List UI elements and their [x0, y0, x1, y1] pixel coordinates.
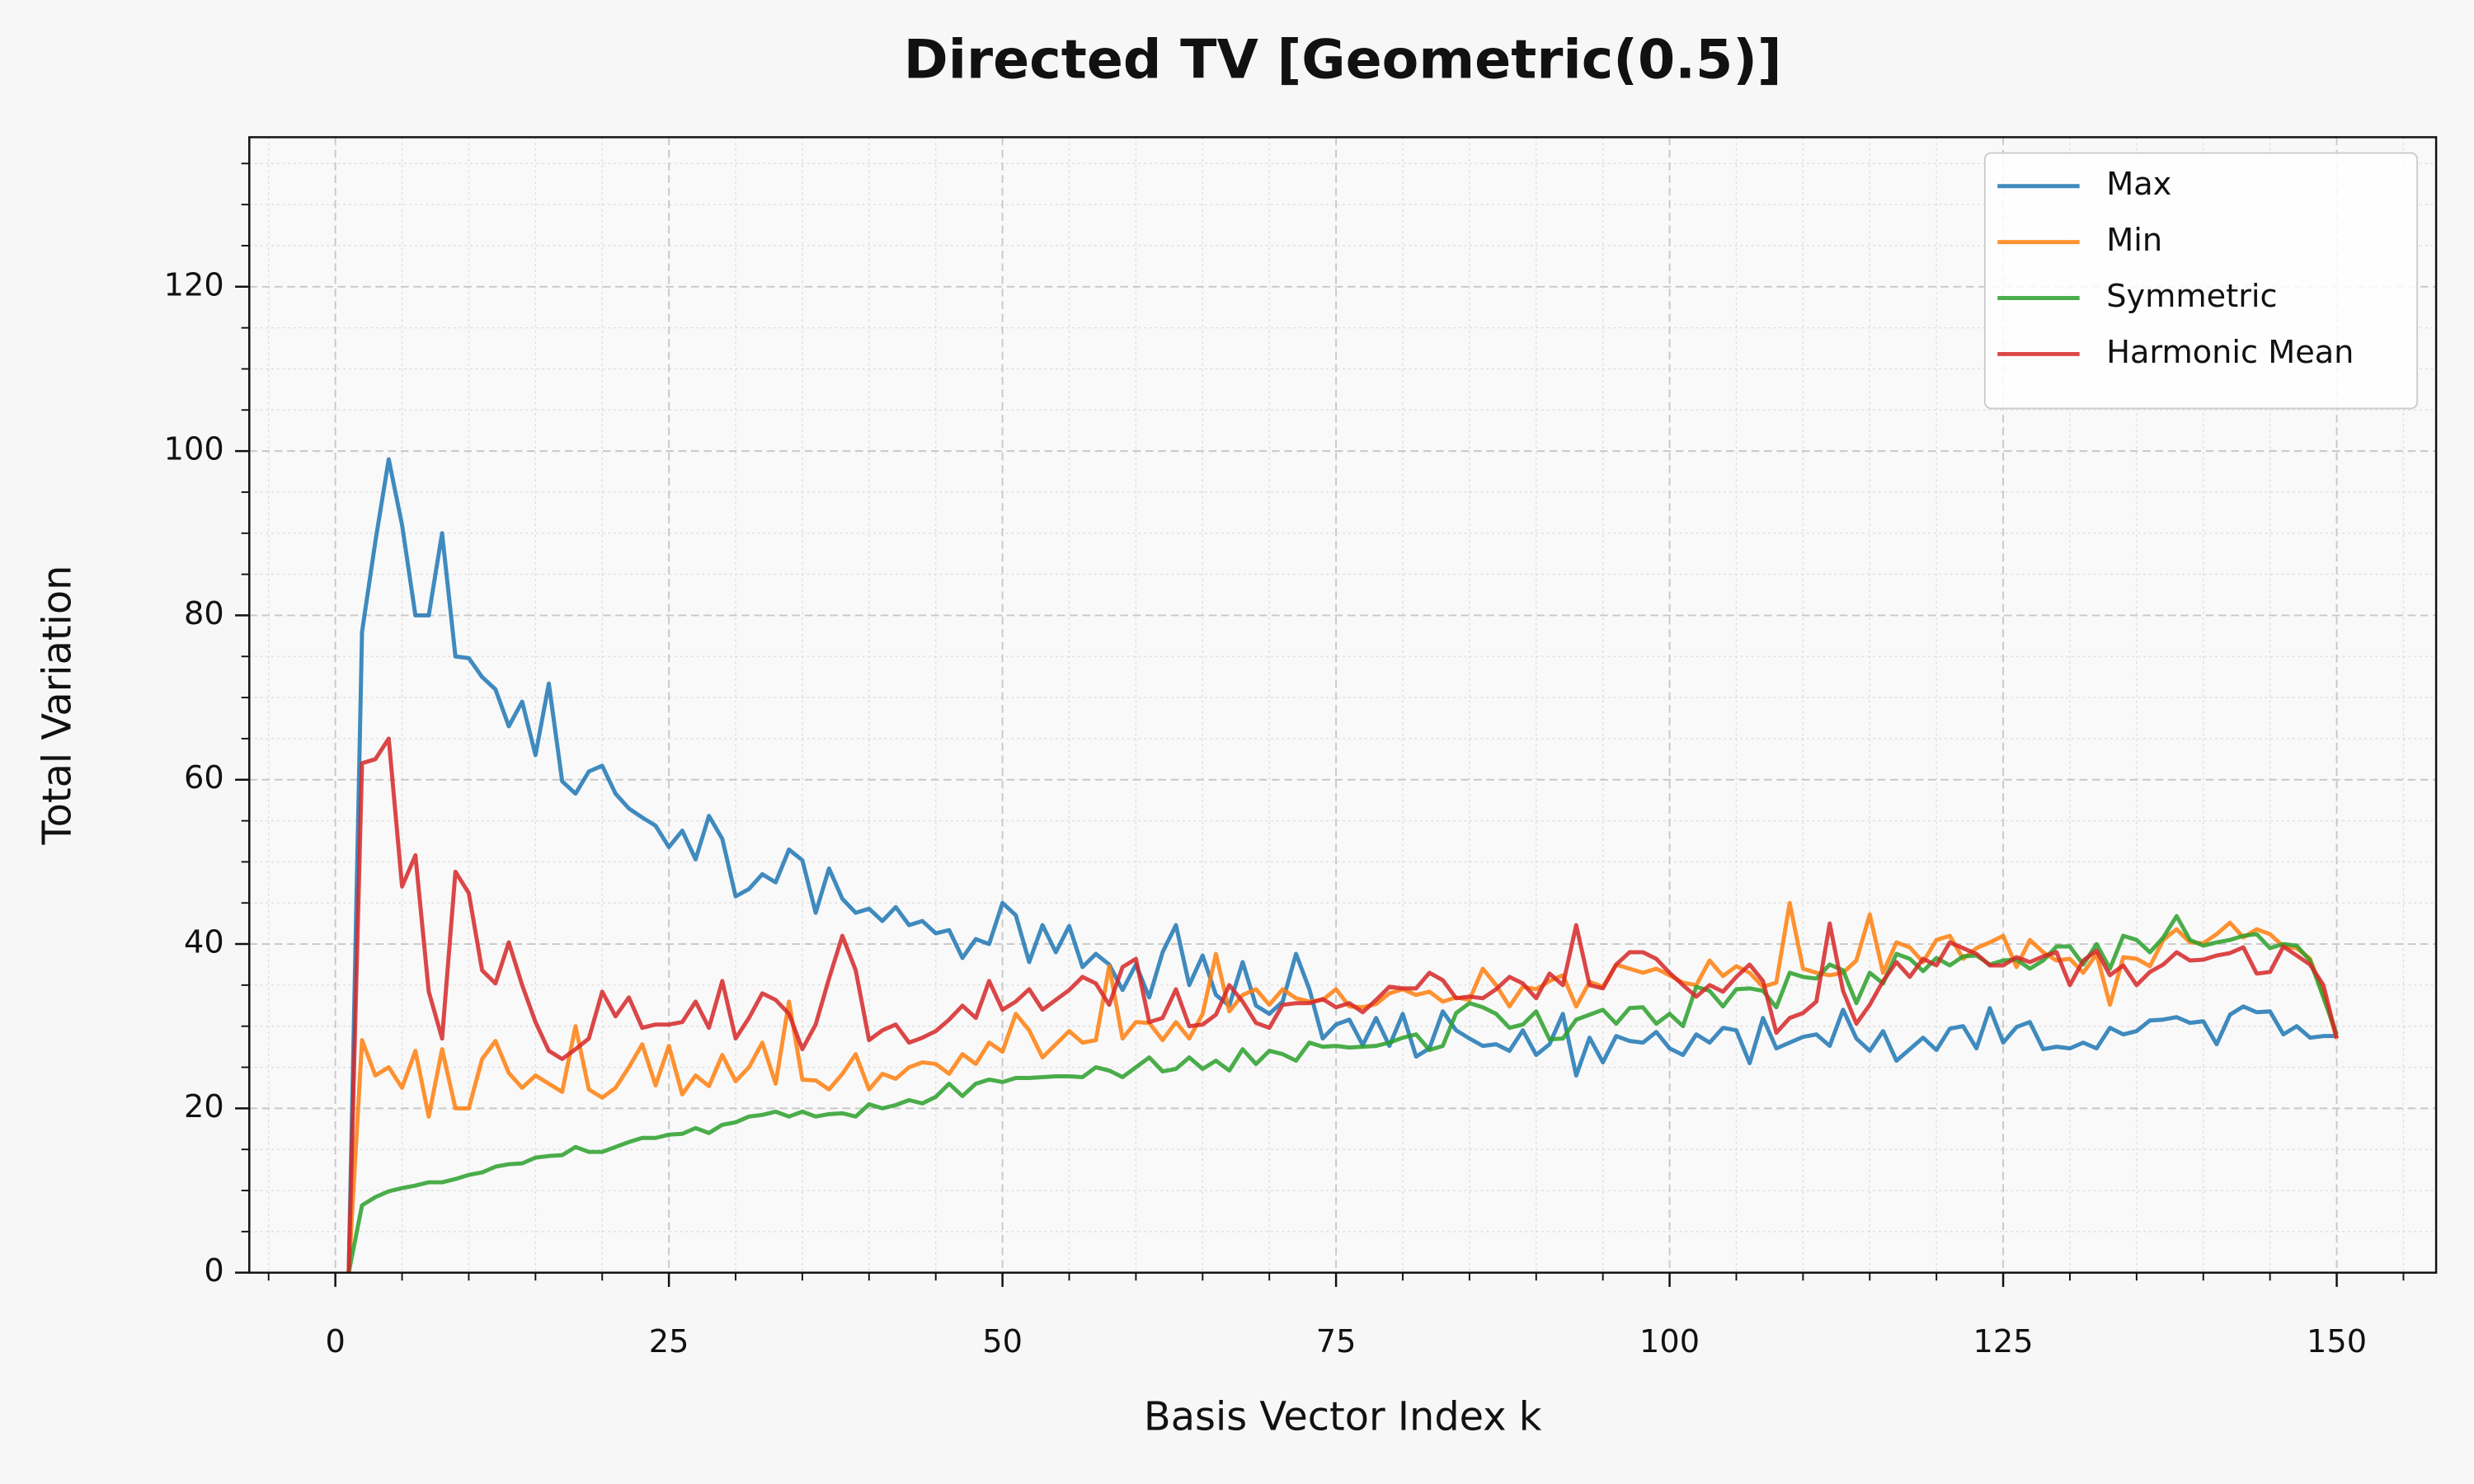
x-tick-label: 125 [1973, 1323, 2034, 1360]
y-tick-label: 40 [184, 924, 224, 961]
legend: Max Min Symmetric Harmonic Mean [1983, 152, 2419, 410]
series-line [346, 457, 2337, 1273]
plot-frame [248, 136, 2438, 1274]
y-tick-label: 20 [184, 1088, 224, 1125]
series-line [346, 736, 2339, 1273]
legend-label: Harmonic Mean [2106, 334, 2354, 371]
y-axis-label: Total Variation [35, 566, 81, 846]
x-tick-label: 75 [1316, 1323, 1357, 1360]
chart-title: Directed TV [Geometric(0.5)] [904, 30, 1782, 92]
legend-label: Min [2106, 222, 2162, 259]
y-tick-label: 0 [204, 1252, 223, 1289]
y-tick-label: 60 [184, 759, 224, 796]
series-line [346, 900, 2339, 1273]
y-tick-label: 120 [164, 266, 224, 303]
x-axis-label: Basis Vector Index k [1144, 1395, 1542, 1440]
ticks: 0 25 50 75 100 125 150 0 20 40 60 80 100 120 [164, 162, 2405, 1360]
x-tick-label: 0 [325, 1323, 345, 1360]
x-tick-label: 25 [649, 1323, 689, 1360]
x-tick-label: 50 [982, 1323, 1023, 1360]
legend-label: Symmetric [2106, 278, 2277, 315]
y-tick-label: 80 [184, 595, 224, 632]
x-tick-label: 150 [2307, 1323, 2367, 1360]
legend-label: Max [2106, 166, 2171, 203]
y-tick-label: 100 [164, 431, 224, 468]
x-tick-label: 100 [1639, 1323, 1700, 1360]
lines [346, 457, 2339, 1273]
series-line [346, 913, 2339, 1273]
legend-box [1983, 152, 2419, 410]
